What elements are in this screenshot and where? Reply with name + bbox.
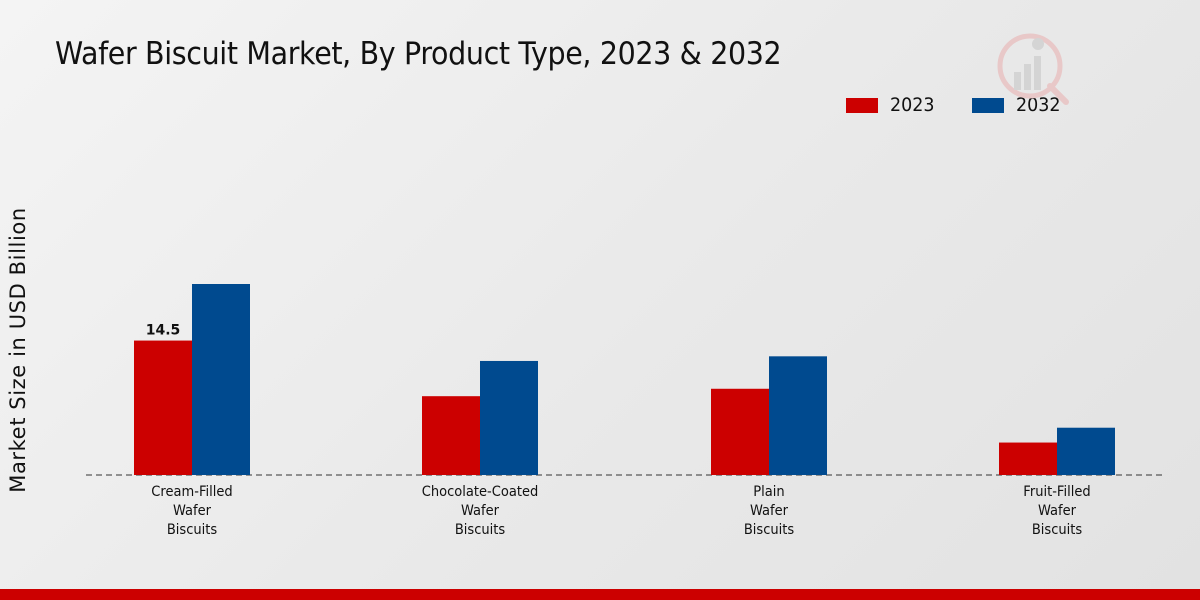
x-tick-label: Fruit-Filled Wafer Biscuits [1023, 484, 1091, 538]
bar-2032-0 [192, 284, 250, 475]
legend-item-2023: 2023 [846, 94, 938, 116]
bar-2032-1 [480, 360, 538, 475]
x-tick-label: Cream-Filled Wafer Biscuits [151, 484, 233, 538]
legend-swatch-2023 [846, 97, 878, 113]
bar-2023-0 [134, 340, 192, 475]
bottom-accent-bar [0, 589, 1200, 600]
legend-label-2032: 2032 [1016, 94, 1061, 116]
bar-2023-1 [422, 396, 480, 475]
data-label: 14.5 [146, 323, 181, 339]
bar-2023-3 [999, 442, 1057, 475]
legend-label-2023: 2023 [890, 94, 935, 116]
bar-2032-2 [769, 356, 827, 475]
chart-title: Wafer Biscuit Market, By Product Type, 2… [55, 36, 782, 72]
x-tick-label: Plain Wafer Biscuits [743, 484, 795, 538]
legend-item-2032: 2032 [972, 94, 1064, 116]
legend-swatch-2032 [972, 97, 1005, 113]
legend: 2023 2032 [846, 94, 1099, 116]
bar-2023-2 [711, 388, 769, 475]
watermark-logo-icon [997, 33, 1069, 105]
x-tick-label: Chocolate-Coated Wafer Biscuits [421, 484, 539, 538]
bar-2032-3 [1057, 427, 1115, 475]
